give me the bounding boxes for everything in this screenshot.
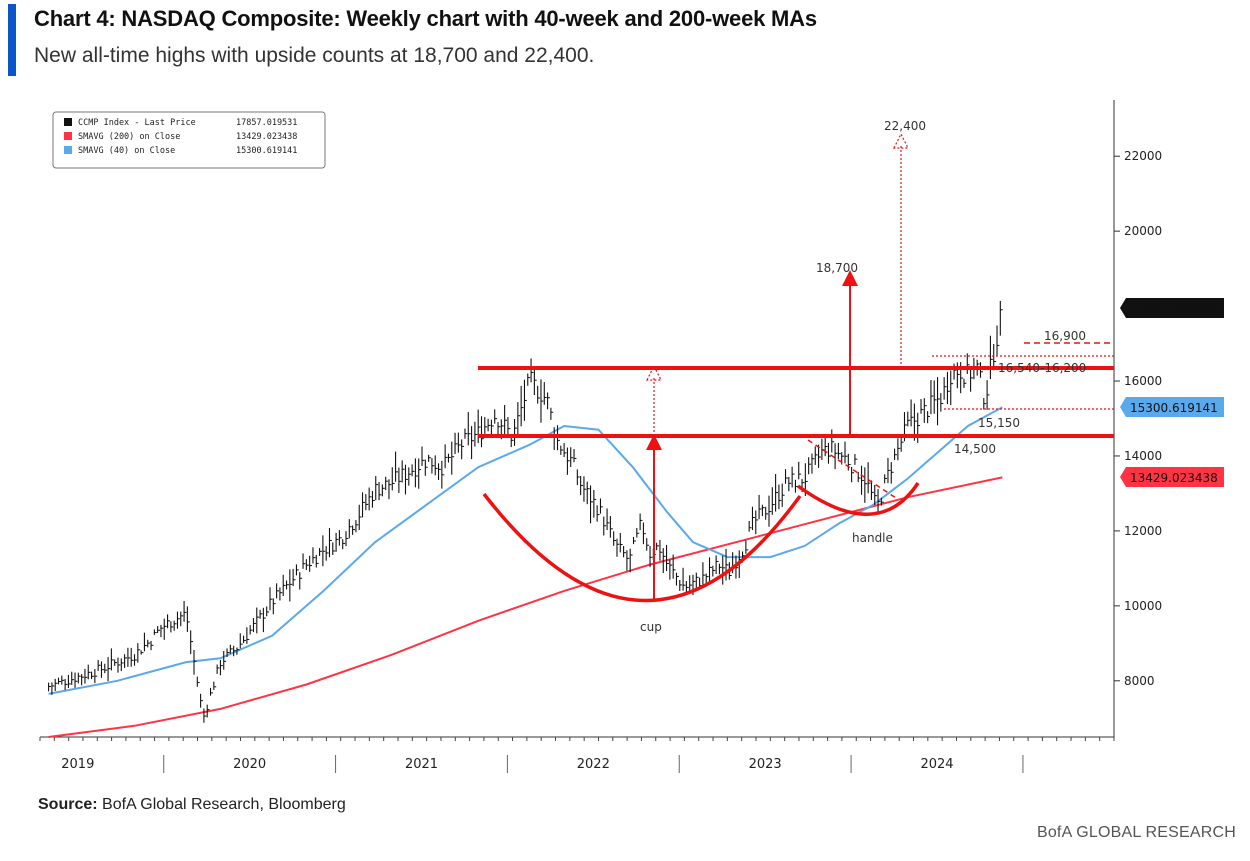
target-18700-label: 18,700: [816, 261, 858, 275]
chart-area: 8000 10000 12000 14000 16000 20000 22000 2019 2…: [38, 100, 1250, 790]
target-22400-label: 22,400: [884, 119, 926, 133]
legend-swatch-sma200: [64, 132, 72, 140]
handle-curve: [796, 482, 920, 516]
level-16540-label: 16,540-16,200: [998, 361, 1086, 375]
sma40-last-tag: 15300.619141: [1130, 401, 1218, 415]
legend-box: [52, 111, 326, 169]
x-tick-label: 2024: [920, 757, 953, 772]
x-ticks: 2019 2020 2021 2022 2023 2024: [39, 737, 1115, 773]
y-tick-label: 12000: [1124, 524, 1162, 538]
price-last-tag-bg: [1120, 298, 1224, 318]
source-text: BofA Global Research, Bloomberg: [97, 796, 346, 813]
source-line: Source: BofA Global Research, Bloomberg: [38, 796, 346, 814]
cup-label: cup: [640, 620, 662, 634]
sma200-last-tag: 13429.023438: [1130, 471, 1218, 485]
source-label: Source:: [38, 796, 98, 813]
y-tick-label: 8000: [1124, 674, 1155, 688]
handle-label: handle: [852, 531, 893, 545]
x-tick-label: 2021: [405, 757, 438, 772]
level-15150-label: 15,150: [978, 416, 1020, 430]
y-tick-label: 14000: [1124, 449, 1162, 463]
price-series: [48, 300, 1003, 723]
sma200-last-tag-bg: [1120, 467, 1224, 487]
legend-value-price: 17857.019531: [236, 118, 297, 128]
y-tick-label: 22000: [1124, 149, 1162, 163]
cup-curve: [482, 492, 802, 603]
x-tick-label: 2019: [61, 757, 94, 772]
chart-subtitle: New all-time highs with upside counts at…: [34, 44, 595, 67]
legend-value-sma200: 13429.023438: [236, 132, 297, 142]
legend-label-sma40: SMAVG (40) on Close: [78, 146, 175, 156]
y-ticks: 8000 10000 12000 14000 16000 20000 22000: [1114, 149, 1162, 688]
price-last-tag: 17857.019531: [1130, 302, 1218, 316]
chart-title: Chart 4: NASDAQ Composite: Weekly chart …: [34, 6, 817, 31]
y-tick-label: 10000: [1124, 599, 1162, 613]
level-14500-label: 14,500: [954, 442, 996, 456]
x-tick-label: 2020: [233, 757, 266, 772]
pattern-overlay: 18,700 22,400 16,900 16,540-16,200 15,15…: [478, 119, 1114, 634]
brand-footer: BofA GLOBAL RESEARCH: [1036, 824, 1236, 841]
legend-swatch-sma40: [64, 146, 72, 154]
level-16900-label: 16,900: [1044, 329, 1086, 343]
y-tick-label: 16000: [1124, 374, 1162, 388]
target-22400-arrowhead: [893, 132, 909, 149]
legend-label-price: CCMP Index - Last Price: [78, 118, 196, 128]
last-value-tags: 17857.019531 15300.619141 13429.023438: [1120, 298, 1224, 487]
sma200-line: [48, 476, 1003, 738]
x-tick-label: 2023: [749, 757, 782, 772]
x-tick-label: 2022: [577, 757, 610, 772]
legend: CCMP Index - Last Price 17857.019531 SMA…: [52, 111, 326, 169]
cup-depth-arrowhead: [646, 434, 662, 450]
target-18700-arrowhead: [842, 270, 858, 286]
legend-label-sma200: SMAVG (200) on Close: [78, 132, 180, 142]
legend-swatch-price: [64, 118, 72, 126]
accent-bar: [8, 4, 16, 76]
y-tick-label: 20000: [1124, 224, 1162, 238]
sma40-line: [48, 406, 1003, 695]
sma40-last-tag-bg: [1120, 397, 1224, 417]
legend-value-sma40: 15300.619141: [236, 146, 297, 156]
